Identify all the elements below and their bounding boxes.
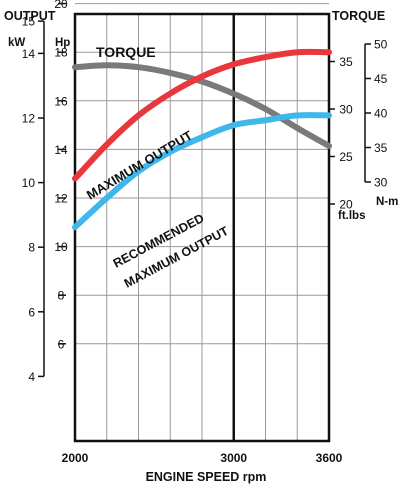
nm-unit-label: N-m <box>376 196 398 208</box>
torque-header: TORQUE <box>332 9 385 23</box>
hp-tick-label: 20 <box>54 0 68 11</box>
kw-tick-label: 15 <box>22 15 36 29</box>
x-tick-label: 3000 <box>220 451 247 465</box>
hp-tick-label: 8 <box>58 289 65 303</box>
grid <box>74 3 330 441</box>
maximum-output-curve <box>72 48 332 182</box>
hp-tick-label: 16 <box>54 94 68 108</box>
torque-curve-label: TORQUE <box>96 44 156 60</box>
x-axis-title: ENGINE SPEED rpm <box>146 470 267 484</box>
kw-unit-label: kW <box>8 37 25 49</box>
x-tick-label: 2000 <box>62 451 89 465</box>
kw-tick-label: 12 <box>22 112 36 126</box>
torque-curve <box>72 62 332 149</box>
axes: 6 8 10 12 14 16 18 20 4 6 8 10 12 14 15 20 25 30 35 30 35 40 4… <box>22 0 388 465</box>
nm-tick-label: 50 <box>374 38 388 52</box>
hp-tick-label: 6 <box>58 337 65 351</box>
hp-tick-label: 18 <box>54 46 68 60</box>
ftlbs-tick-label: 30 <box>339 103 353 117</box>
hp-tick-label: 10 <box>54 240 68 254</box>
nm-tick-label: 45 <box>374 72 388 86</box>
hp-tick-label: 14 <box>54 143 68 157</box>
hp-tick-label: 12 <box>54 192 68 206</box>
maximum-output-curve-label: MAXIMUM OUTPUT <box>84 128 195 203</box>
kw-tick-label: 6 <box>28 305 35 319</box>
kw-tick-label: 10 <box>22 176 36 190</box>
hp-unit-label: Hp <box>55 37 70 49</box>
nm-tick-label: 30 <box>374 176 388 190</box>
series-lines <box>72 48 332 231</box>
ftlbs-tick-label: 35 <box>339 55 353 69</box>
output-header: OUTPUT <box>4 9 56 23</box>
kw-tick-label: 4 <box>28 370 35 384</box>
ftlbs-tick-label: 20 <box>339 198 353 212</box>
recommended-maximum-output-curve <box>72 112 332 231</box>
ftlbs-tick-label: 25 <box>339 150 353 164</box>
kw-tick-label: 8 <box>28 241 35 255</box>
nm-tick-label: 40 <box>374 107 388 121</box>
x-tick-label: 3600 <box>316 451 343 465</box>
nm-tick-label: 35 <box>374 141 388 155</box>
kw-tick-label: 14 <box>22 47 36 61</box>
ftlbs-unit-label: ft.lbs <box>338 210 365 222</box>
